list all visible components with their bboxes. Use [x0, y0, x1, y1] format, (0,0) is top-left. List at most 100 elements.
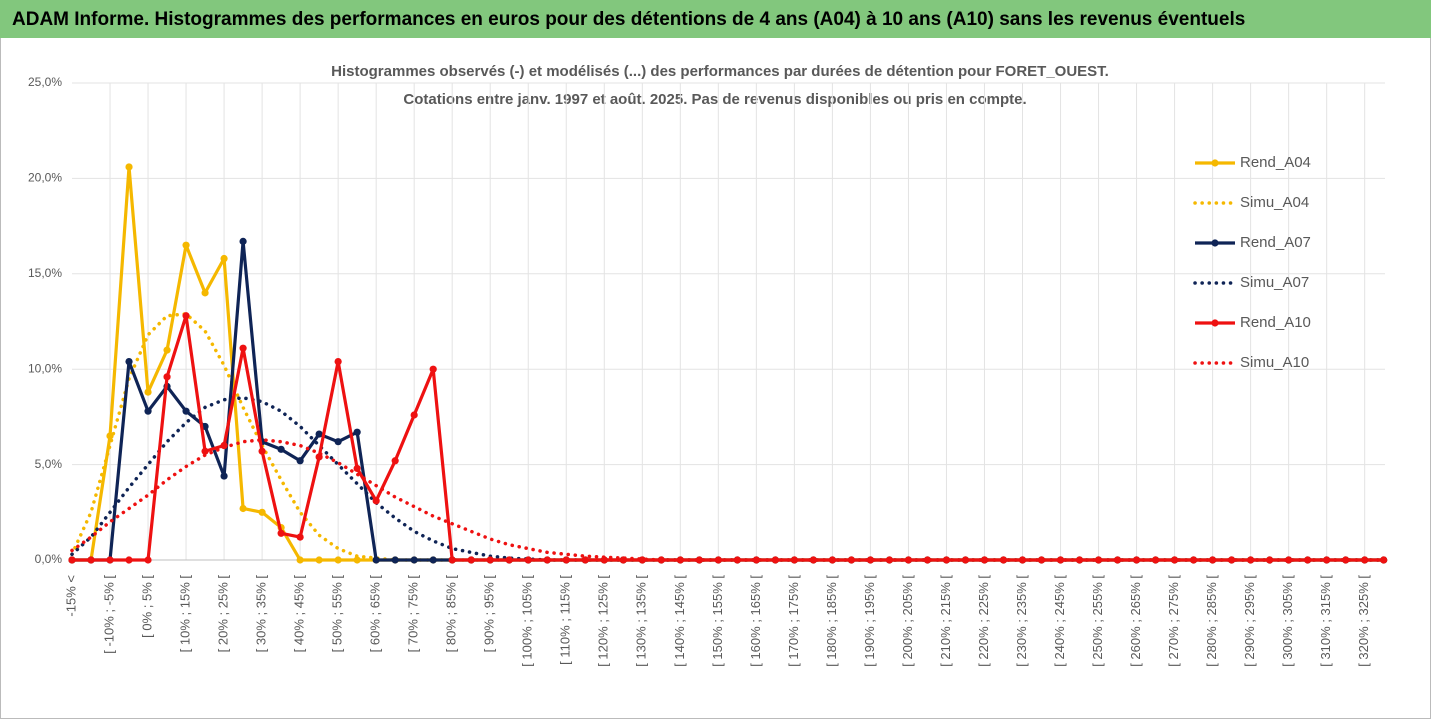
x-tick-label: [ 100% ; 105% [	[520, 575, 535, 667]
point	[220, 254, 228, 263]
x-tick-label: [ 0% ; 5% [	[139, 575, 154, 638]
point	[182, 407, 190, 415]
point	[1094, 556, 1103, 564]
point	[315, 556, 323, 564]
legend-label: Simu_A04	[1240, 194, 1309, 211]
point	[505, 556, 513, 564]
x-tick-label: [ 210% ; 215% [	[938, 575, 953, 667]
x-tick-label: -15% <	[63, 575, 78, 617]
x-tick-label: [ 170% ; 175% [	[786, 575, 801, 667]
point	[258, 508, 266, 516]
y-tick-label: 5,0%	[35, 457, 63, 471]
point	[125, 556, 133, 564]
point	[1285, 556, 1293, 564]
point	[1228, 556, 1236, 564]
point	[486, 556, 494, 564]
x-tick-label: [ 110% ; 115% [	[558, 575, 573, 665]
x-tick-label: [ 290% ; 295% [	[1242, 575, 1257, 667]
x-tick-label: [ 60% ; 65% [	[368, 575, 383, 653]
point	[144, 388, 152, 396]
point	[1170, 556, 1179, 564]
point	[315, 430, 323, 438]
point	[1380, 556, 1388, 564]
x-tick-label: [ 120% ; 125% [	[596, 575, 611, 667]
point	[866, 556, 875, 564]
point	[239, 237, 247, 245]
point	[942, 556, 951, 564]
point	[68, 556, 76, 564]
x-tick-label: [ 160% ; 165% [	[748, 575, 763, 667]
x-tick-label: [ 180% ; 185% [	[824, 575, 839, 667]
point	[258, 447, 266, 455]
point	[296, 556, 304, 564]
point	[182, 312, 190, 320]
point	[296, 457, 304, 465]
x-tick-label: [ 40% ; 45% [	[292, 575, 307, 653]
legend-label: Simu_A07	[1240, 274, 1309, 291]
legend-marker	[1211, 319, 1219, 327]
point	[695, 556, 703, 564]
point	[87, 556, 95, 564]
series-line	[70, 438, 1386, 562]
point	[1342, 556, 1350, 564]
point	[296, 533, 304, 541]
chart-subtitle: Cotations entre janv. 1997 et août. 2025…	[403, 91, 1026, 108]
point	[372, 497, 380, 505]
legend-label: Rend_A10	[1240, 314, 1311, 331]
y-tick-label: 25,0%	[28, 75, 62, 89]
point	[353, 464, 361, 473]
legend-label: Rend_A04	[1240, 154, 1311, 171]
x-tick-label: [ 320% ; 325% [	[1356, 575, 1371, 667]
x-tick-label: [ 310% ; 315% [	[1318, 575, 1333, 667]
point	[334, 556, 342, 564]
x-tick-label: [ 280% ; 285% [	[1204, 575, 1219, 667]
point	[562, 556, 570, 564]
legend-marker	[1211, 159, 1219, 167]
point	[1056, 556, 1065, 564]
header-bar	[0, 0, 1431, 38]
point	[410, 411, 418, 419]
x-tick-label: [ 10% ; 15% [	[177, 575, 192, 653]
point	[752, 556, 760, 564]
x-tick-label: [ 230% ; 235% [	[1014, 575, 1029, 667]
x-tick-label: [ 150% ; 155% [	[710, 575, 725, 667]
point	[429, 365, 437, 373]
point	[543, 556, 551, 564]
point	[163, 373, 171, 381]
header: ADAM Informe. Histogrammes des performan…	[12, 9, 1245, 30]
x-tick-label: [ 270% ; 275% [	[1166, 575, 1181, 667]
x-tick-label: [ 260% ; 265% [	[1128, 575, 1143, 667]
x-tick-label: [ 130% ; 135% [	[634, 575, 649, 667]
point	[334, 438, 342, 446]
x-tick-label: [ 240% ; 245% [	[1052, 575, 1067, 667]
point	[467, 556, 475, 564]
point	[106, 556, 114, 564]
point	[163, 346, 171, 354]
x-tick-label: [ 300% ; 305% [	[1280, 575, 1295, 667]
point	[144, 407, 152, 415]
x-tick-label: [ 250% ; 255% [	[1090, 575, 1105, 667]
chart-title: Histogrammes observés (-) et modélisés (…	[331, 63, 1109, 80]
x-tick-label: [ 220% ; 225% [	[976, 575, 991, 667]
point	[448, 556, 456, 564]
point	[220, 472, 228, 480]
x-tick-label: [ 50% ; 55% [	[330, 575, 345, 653]
point	[182, 241, 190, 249]
x-tick-label: [ 90% ; 95% [	[482, 575, 497, 653]
y-tick-label: 0,0%	[35, 552, 63, 566]
point	[885, 556, 894, 564]
point	[524, 556, 532, 564]
x-tick-label: [ 20% ; 25% [	[216, 575, 231, 653]
y-tick-label: 15,0%	[28, 266, 62, 280]
x-tick-label: [ 70% ; 75% [	[406, 575, 421, 653]
point	[125, 163, 133, 171]
legend-marker	[1211, 239, 1219, 247]
point	[277, 445, 285, 453]
point	[239, 504, 247, 513]
y-tick-label: 20,0%	[28, 171, 62, 185]
x-tick-label: [ 200% ; 205% [	[900, 575, 915, 667]
point	[391, 457, 399, 465]
legend-label: Simu_A10	[1240, 354, 1309, 371]
